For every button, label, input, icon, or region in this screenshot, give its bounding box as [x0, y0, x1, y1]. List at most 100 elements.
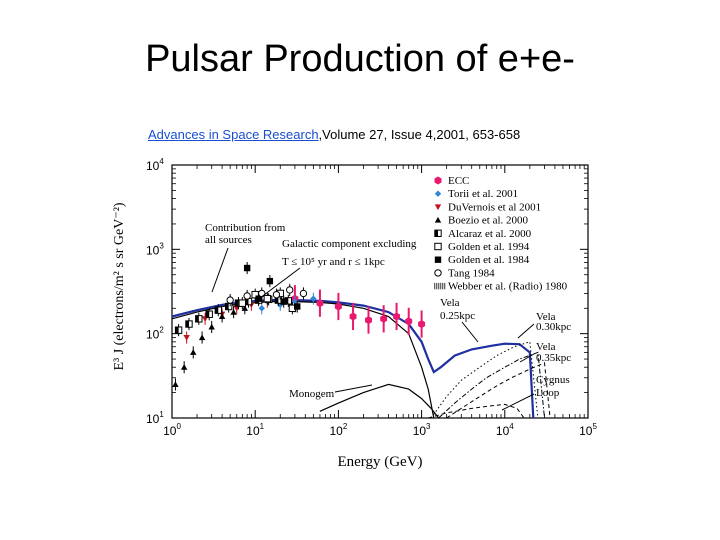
point-ecc [316, 299, 324, 308]
curve-monogem [319, 383, 440, 419]
point-alcaraz-et-al-2000-fill [175, 326, 179, 334]
point-alcaraz-et-al-2000-fill [235, 299, 239, 307]
annotation-monogem: Monogem [289, 388, 335, 400]
legend-marker-tang-1984 [434, 269, 442, 277]
point-alcaraz-et-al-2000-fill [195, 315, 199, 323]
point-tang-1984 [299, 289, 308, 298]
point-boezio-et-al-2000 [241, 305, 249, 311]
plot-frame [171, 164, 589, 419]
curve-cygnus-loop [428, 403, 525, 419]
point-boezio-et-al-2000 [218, 313, 226, 320]
point-alcaraz-et-al-2000-fill [206, 311, 210, 318]
point-tang-1984 [272, 290, 281, 299]
x-tick-label: 103 [413, 422, 431, 438]
legend-marker-duvernois-et-al-2001 [434, 204, 442, 211]
point-ecc [380, 314, 388, 323]
point-ecc [349, 312, 357, 321]
legend-marker-boezio-et-al-2000 [434, 216, 442, 223]
point-golden-et-al-1984 [243, 264, 251, 272]
annotation-arrow [259, 267, 301, 299]
point-golden-et-al-1994 [238, 299, 247, 307]
legend-label-webber-et-al-radio-1980: Webber et al. (Radio) 1980 [448, 281, 568, 293]
legend-marker-alcaraz-et-al-2000-fill [434, 230, 438, 237]
slide-title: Pulsar Production of e+e- [145, 38, 575, 80]
annotation-vela-035: Vela [536, 341, 556, 353]
point-ecc [365, 316, 372, 325]
point-golden-et-al-1984 [266, 277, 274, 285]
legend-label-alcaraz-et-al-2000: Alcaraz et al. 2000 [448, 228, 532, 240]
curve-vela-0-35kpc [446, 362, 551, 419]
point-torii-et-al-2001 [310, 295, 317, 302]
y-axis-label: E³ J (electrons/m² s sr GeV⁻²) [112, 202, 127, 370]
annotation-arrow [211, 247, 229, 293]
annotation-cygnus-loop: Loop [536, 387, 560, 399]
curve-vela-0-25kpc [430, 341, 539, 419]
citation: Advances in Space Research,Volume 27, Is… [148, 127, 520, 142]
annotation-vela-035: 0.35kpc [536, 352, 571, 364]
point-ecc [418, 320, 426, 329]
annotation-cygnus-loop: Cygnus [536, 374, 570, 386]
x-tick-label: 104 [496, 422, 514, 438]
y-tick-label: 103 [146, 241, 164, 257]
y-tick-label: 101 [146, 410, 164, 426]
annotation-contribution: all sources [205, 234, 252, 246]
citation-link[interactable]: Advances in Space Research [148, 127, 319, 142]
legend-marker-torii-et-al-2001 [434, 190, 442, 197]
curve-vela-0-30kpc [438, 351, 545, 419]
point-golden-et-al-1984 [280, 298, 287, 305]
x-axis-label: Energy (GeV) [337, 454, 422, 470]
point-ecc [334, 302, 342, 311]
legend-label-boezio-et-al-2000: Boezio et al. 2000 [448, 215, 529, 227]
point-golden-et-al-1984 [294, 303, 301, 310]
point-alcaraz-et-al-2000-fill [225, 303, 229, 310]
point-boezio-et-al-2000 [198, 334, 206, 341]
annotation-galactic: T ≤ 10⁵ yr and r ≤ 1kpc [282, 256, 385, 268]
point-alcaraz-et-al-2000-fill [215, 306, 219, 314]
annotation-contribution: Contribution from [205, 222, 286, 234]
x-tick-label: 105 [579, 422, 597, 438]
point-torii-et-al-2001 [258, 305, 265, 312]
annotation-arrow [519, 353, 535, 363]
annotation-galactic: Galactic component excluding [282, 238, 417, 250]
point-tang-1984 [226, 296, 234, 304]
point-tang-1984 [286, 286, 294, 294]
annotation-vela-025: Vela [440, 297, 460, 309]
point-alcaraz-et-al-2000-fill [185, 320, 189, 328]
annotation-arrow [334, 384, 373, 393]
legend-marker-ecc [434, 176, 442, 185]
x-tick-label: 101 [246, 422, 264, 438]
legend-label-golden-et-al-1994: Golden et al. 1994 [448, 241, 530, 253]
legend-label-ecc: ECC [448, 175, 469, 187]
point-torii-et-al-2001 [291, 298, 299, 305]
annotation-arrow [501, 393, 535, 411]
y-tick-label: 102 [146, 326, 164, 342]
x-tick-label: 100 [163, 422, 181, 438]
point-ecc [405, 317, 413, 326]
point-boezio-et-al-2000 [208, 323, 215, 330]
point-ecc [393, 312, 400, 321]
point-tang-1984 [258, 289, 266, 298]
annotation-arrow [461, 321, 479, 343]
point-boezio-et-al-2000 [190, 349, 197, 355]
legend-label-duvernois-et-al-2001: DuVernois et al 2001 [448, 201, 541, 213]
point-tang-1984 [243, 292, 251, 300]
point-boezio-et-al-2000 [180, 364, 188, 370]
point-boezio-et-al-2000 [172, 381, 179, 388]
legend-label-golden-et-al-1984: Golden et al. 1984 [448, 254, 530, 266]
y-tick-label: 104 [146, 157, 164, 173]
legend-label-tang-1984: Tang 1984 [448, 267, 495, 279]
annotation-vela-030: Vela [536, 311, 556, 323]
legend-marker-golden-et-al-1984 [434, 256, 442, 263]
legend-marker-golden-et-al-1994 [434, 242, 442, 251]
point-duvernois-et-al-2001 [183, 334, 190, 341]
point-boezio-et-al-2000 [230, 308, 237, 315]
annotation-vela-025: 0.25kpc [440, 310, 475, 322]
annotation-arrow [517, 323, 535, 339]
point-golden-et-al-1984 [255, 295, 262, 302]
x-tick-label: 102 [329, 422, 347, 438]
point-golden-et-al-1994 [263, 294, 272, 303]
annotation-vela-030: 0.30kpc [536, 321, 571, 333]
legend-label-torii-et-al-2001: Torii et al. 2001 [448, 188, 518, 200]
citation-details: ,Volume 27, Issue 4,2001, 653-658 [318, 127, 521, 142]
